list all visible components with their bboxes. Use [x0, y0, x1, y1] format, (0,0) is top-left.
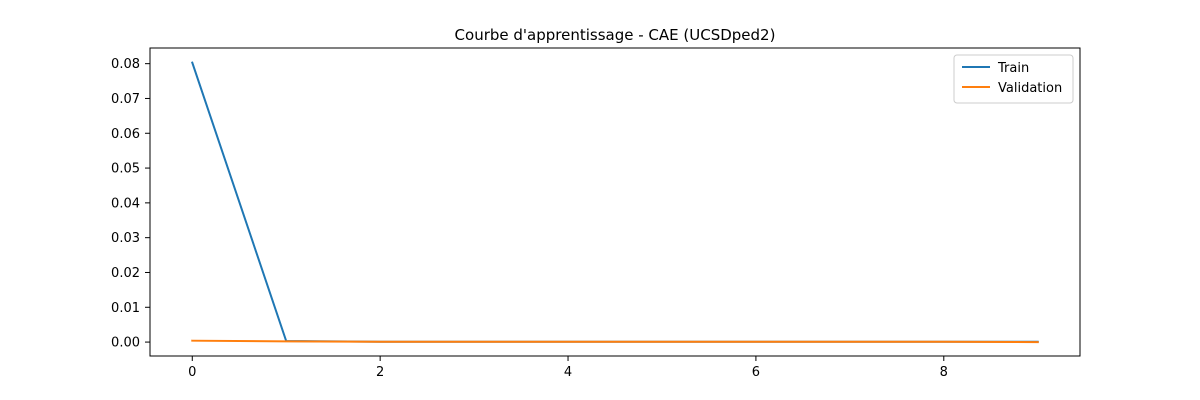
y-tick-label: 0.00 — [111, 336, 140, 351]
x-tick-label: 8 — [940, 365, 948, 380]
legend: Train Validation — [953, 54, 1074, 104]
legend-label-train: Train — [997, 61, 1029, 76]
y-tick-label: 0.04 — [111, 196, 140, 211]
x-tick-label: 6 — [752, 365, 760, 380]
y-tick-label: 0.05 — [111, 162, 140, 177]
y-tick-label: 0.03 — [111, 231, 140, 246]
x-tick-label: 4 — [564, 365, 572, 380]
y-tick-label: 0.06 — [111, 127, 140, 142]
y-tick-label: 0.08 — [111, 57, 140, 72]
series-layer — [191, 61, 1039, 344]
series-line-train — [191, 61, 1039, 343]
plot-area — [149, 47, 1081, 357]
x-tick-label: 2 — [376, 365, 384, 380]
y-tick-label: 0.02 — [111, 266, 140, 281]
y-axis: 0.00 0.01 0.02 0.03 0.04 0.05 0.06 0.07 0.08 — [111, 57, 150, 351]
series-line-validation — [191, 339, 1039, 344]
y-tick-label: 0.01 — [111, 301, 140, 316]
chart-title: Courbe d'apprentissage - CAE (UCSDped2) — [455, 26, 776, 44]
x-tick-label: 0 — [188, 365, 196, 380]
legend-label-validation: Validation — [998, 81, 1062, 96]
y-tick-label: 0.07 — [111, 92, 140, 107]
plot-frame — [149, 47, 1081, 357]
x-axis: 0 2 4 6 8 — [188, 356, 948, 380]
